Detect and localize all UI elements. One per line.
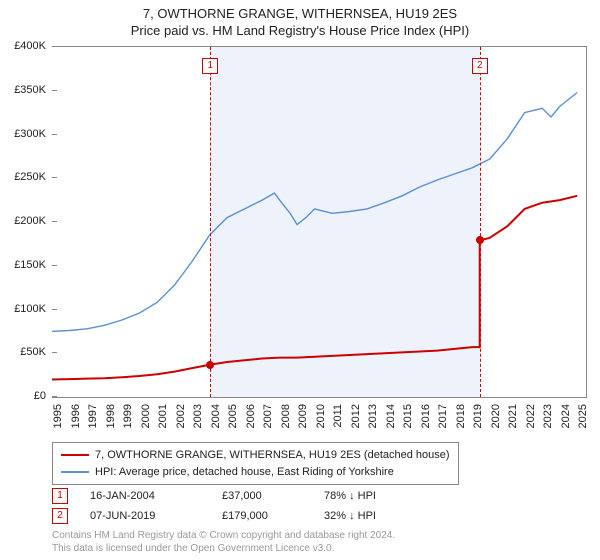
y-tick-label: £200K xyxy=(0,215,46,227)
x-tick-label: 2019 xyxy=(472,404,484,428)
chart-title-line1: 7, OWTHORNE GRANGE, WITHERNSEA, HU19 2ES xyxy=(0,0,600,23)
legend-row: HPI: Average price, detached house, East… xyxy=(61,464,450,481)
event-marker-box: 2 xyxy=(472,58,488,74)
x-tick-label: 2024 xyxy=(560,404,572,428)
x-tick-label: 1995 xyxy=(52,404,64,428)
x-tick-label: 2008 xyxy=(280,404,292,428)
x-tick-label: 2011 xyxy=(332,404,344,428)
plot-area xyxy=(52,46,587,398)
event-pct: 32% ↓ HPI xyxy=(324,510,424,522)
x-tick-label: 2020 xyxy=(490,404,502,428)
x-tick-label: 2012 xyxy=(350,404,362,428)
x-tick-label: 2015 xyxy=(402,404,414,428)
x-tick-label: 2022 xyxy=(525,404,537,428)
x-axis-labels: 1995 1996 1997 1998 1999 2000 2001 2002 2003 2004… xyxy=(52,400,586,440)
x-tick-label: 2006 xyxy=(245,404,257,428)
y-tick-label: £150K xyxy=(0,259,46,271)
x-tick-label: 2004 xyxy=(210,404,222,428)
x-tick-label: 2018 xyxy=(455,404,467,428)
x-tick-label: 2017 xyxy=(437,404,449,428)
x-tick-label: 2005 xyxy=(227,404,239,428)
x-tick-label: 2016 xyxy=(420,404,432,428)
legend-swatch xyxy=(61,454,89,456)
event-pct: 78% ↓ HPI xyxy=(324,490,424,502)
y-tick-label: £50K xyxy=(0,346,46,358)
sale-point xyxy=(476,236,484,244)
chart-title-line2: Price paid vs. HM Land Registry's House … xyxy=(0,23,600,44)
sale-point xyxy=(206,361,214,369)
chart-lines-svg xyxy=(52,47,586,397)
event-row: 2 07-JUN-2019 £179,000 32% ↓ HPI xyxy=(52,506,424,526)
x-tick-label: 2021 xyxy=(507,404,519,428)
event-date: 16-JAN-2004 xyxy=(90,490,200,502)
x-tick-label: 2003 xyxy=(192,404,204,428)
x-tick-label: 2010 xyxy=(315,404,327,428)
y-tick-label: £350K xyxy=(0,84,46,96)
x-tick-label: 2025 xyxy=(577,404,589,428)
event-number-box: 2 xyxy=(52,508,68,524)
x-tick-label: 2007 xyxy=(262,404,274,428)
x-tick-label: 2013 xyxy=(367,404,379,428)
x-tick-label: 2014 xyxy=(385,404,397,428)
legend-row: 7, OWTHORNE GRANGE, WITHERNSEA, HU19 2ES… xyxy=(61,447,450,464)
x-tick-label: 1998 xyxy=(105,404,117,428)
x-tick-label: 1996 xyxy=(70,404,82,428)
series-line-price_paid xyxy=(52,196,577,380)
event-vline xyxy=(480,47,481,397)
y-tick-label: £250K xyxy=(0,171,46,183)
x-tick-label: 2009 xyxy=(297,404,309,428)
y-tick-label: £400K xyxy=(0,40,46,52)
series-line-hpi xyxy=(52,93,577,332)
event-price: £179,000 xyxy=(222,510,302,522)
footer-line1: Contains HM Land Registry data © Crown c… xyxy=(52,530,395,543)
y-tick-label: £300K xyxy=(0,128,46,140)
event-row: 1 16-JAN-2004 £37,000 78% ↓ HPI xyxy=(52,486,424,506)
event-number-box: 1 xyxy=(52,488,68,504)
x-tick-label: 1997 xyxy=(87,404,99,428)
legend-swatch xyxy=(61,471,89,473)
event-price: £37,000 xyxy=(222,490,302,502)
event-marker-box: 1 xyxy=(202,58,218,74)
x-tick-label: 2001 xyxy=(157,404,169,428)
x-tick-label: 2002 xyxy=(175,404,187,428)
legend-label: HPI: Average price, detached house, East… xyxy=(95,464,394,481)
x-tick-label: 2023 xyxy=(542,404,554,428)
event-date: 07-JUN-2019 xyxy=(90,510,200,522)
x-tick-label: 2000 xyxy=(140,404,152,428)
y-axis-labels: £0£50K£100K£150K£200K£250K£300K£350K£400… xyxy=(0,46,50,396)
footer-attribution: Contains HM Land Registry data © Crown c… xyxy=(52,530,395,555)
chart-container: 7, OWTHORNE GRANGE, WITHERNSEA, HU19 2ES… xyxy=(0,0,600,560)
y-tick-label: £100K xyxy=(0,303,46,315)
legend-box: 7, OWTHORNE GRANGE, WITHERNSEA, HU19 2ES… xyxy=(52,442,459,485)
x-tick-label: 1999 xyxy=(122,404,134,428)
footer-line2: This data is licensed under the Open Gov… xyxy=(52,543,395,556)
y-tick-label: £0 xyxy=(0,390,46,402)
events-table: 1 16-JAN-2004 £37,000 78% ↓ HPI 2 07-JUN… xyxy=(52,486,424,526)
event-vline xyxy=(210,47,211,397)
legend-label: 7, OWTHORNE GRANGE, WITHERNSEA, HU19 2ES… xyxy=(95,447,450,464)
